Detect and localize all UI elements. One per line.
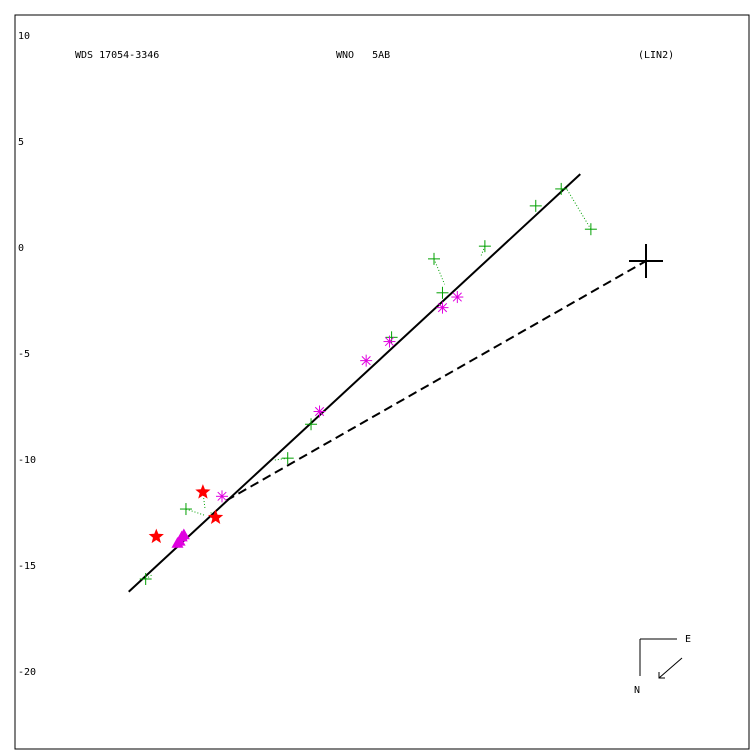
plot-frame [14, 14, 750, 750]
compass-north-label: N [634, 685, 640, 696]
measurement-plus-point [436, 286, 449, 299]
y-tick-label: 0 [18, 243, 24, 254]
closest-approach-dashed-line [225, 260, 647, 502]
asterisk-stroke [314, 406, 325, 417]
measurement-asterisk-point [383, 335, 396, 348]
header-left-label: WDS 17054-3346 [75, 50, 159, 61]
residual-line [565, 186, 592, 230]
measurement-star-point [195, 484, 211, 499]
compass: E N [634, 634, 691, 696]
y-axis-ticks: 10 5 0 -5 -10 -15 -20 [18, 31, 36, 678]
header-right-label: (LIN2) [638, 50, 674, 61]
y-tick-label: -5 [18, 349, 30, 360]
residual-line [433, 258, 446, 285]
y-tick-label: -10 [18, 455, 36, 466]
measurement-asterisk-point [313, 405, 326, 418]
measurement-triangle-point [177, 528, 190, 540]
measurement-plus-point [179, 503, 192, 516]
measurement-star-point [208, 509, 224, 524]
measurement-plus-point [428, 252, 440, 265]
measurement-plus-point [529, 199, 542, 212]
measurement-plus-point [584, 223, 597, 236]
asterisk-stroke [452, 292, 462, 302]
residual-line [272, 457, 288, 461]
measurement-asterisk-point [451, 291, 464, 304]
measurement-plus-point [478, 240, 491, 253]
measurement-plus-point [139, 573, 152, 585]
measurement-asterisk-point [216, 490, 228, 503]
measurement-marks [139, 182, 597, 585]
closest-approach-line [225, 260, 647, 502]
primary-star-marker [629, 244, 663, 278]
y-tick-label: 10 [18, 31, 30, 42]
asterisk-stroke [361, 356, 371, 366]
asterisk-stroke [217, 491, 227, 501]
y-tick-label: -20 [18, 667, 36, 678]
orbit-fit-segment [128, 173, 581, 593]
measurement-star-point [148, 528, 164, 544]
measurement-plus-point [305, 418, 318, 431]
residual-line [145, 574, 153, 580]
orbit-fit-line [128, 173, 581, 593]
residual-line [480, 245, 486, 257]
compass-motion-arrow [658, 657, 683, 679]
residual-line [185, 508, 206, 516]
compass-east-label: E [685, 634, 691, 645]
y-tick-label: 5 [18, 137, 24, 148]
measurement-plus-point [281, 452, 294, 465]
header-center-label: WNO 5AB [336, 50, 390, 61]
compass-arrowhead-icon [658, 672, 665, 679]
measurement-plus-point [555, 182, 568, 195]
measurement-asterisk-point [436, 301, 449, 314]
asterisk-stroke [384, 336, 395, 347]
asterisk-stroke [437, 303, 448, 313]
y-tick-label: -15 [18, 561, 36, 572]
measurement-asterisk-point [360, 354, 373, 367]
